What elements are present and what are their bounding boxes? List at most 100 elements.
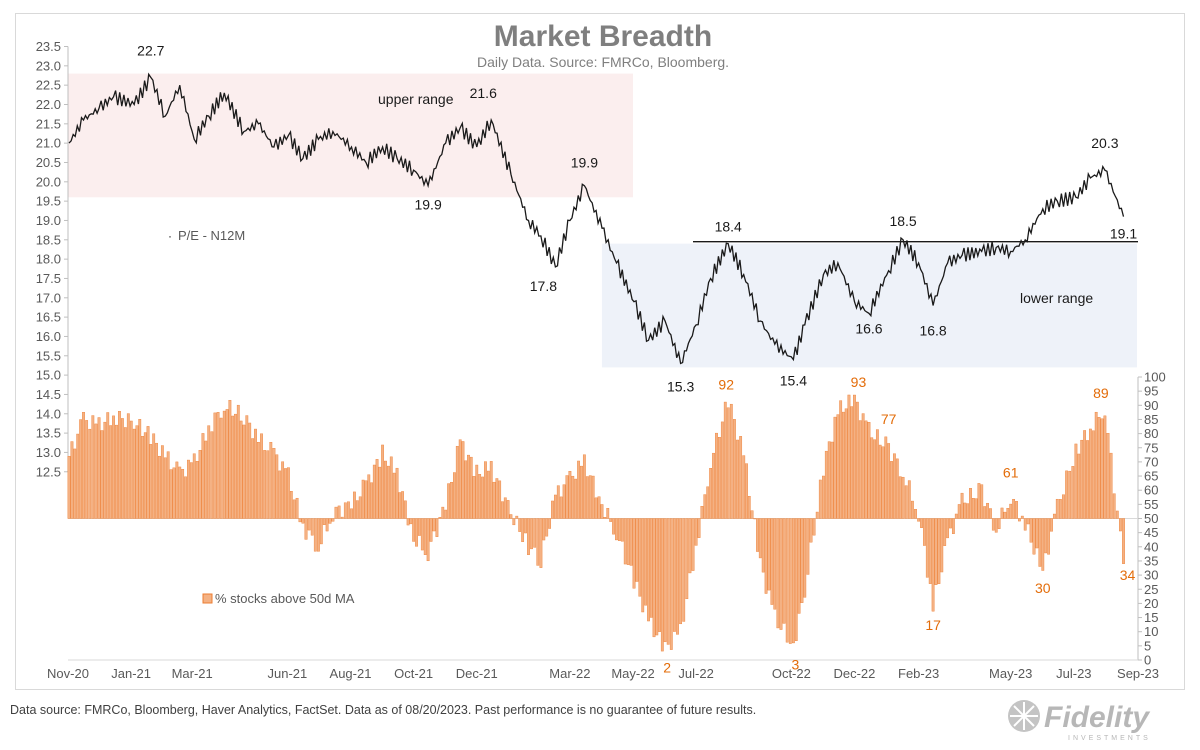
left-axis-tick-20: 13.5 — [36, 426, 61, 441]
breadth-bar-51-3 — [875, 429, 879, 519]
breadth-bar-56-4 — [957, 504, 961, 519]
breadth-bar-3-4 — [123, 427, 127, 519]
breadth-bar-29-0 — [527, 518, 530, 555]
breadth-bar-3-2 — [118, 411, 121, 519]
breadth-bar-17-5 — [347, 501, 350, 519]
breadth-bar-28-1 — [512, 518, 516, 526]
breadth-bar-39-2 — [685, 518, 689, 600]
breadth-bar-53-0 — [901, 476, 905, 519]
breadth-bar-30-0 — [539, 518, 543, 568]
breadth-bar-15-4 — [313, 518, 317, 552]
breadth-bar-51-0 — [867, 422, 871, 519]
left-axis-tick-12: 17.5 — [36, 271, 61, 286]
breadth-bar-37-4 — [658, 518, 661, 632]
breadth-bar-11-0 — [242, 424, 246, 519]
breadth-bar-64-3 — [1083, 430, 1087, 519]
breadth-bar-37-1 — [649, 518, 653, 618]
breadth-bar-21-5 — [409, 518, 413, 525]
breadth-bar-19-2 — [370, 482, 373, 519]
breadth-bar-42-1 — [729, 403, 733, 519]
breadth-bar-0-1 — [70, 441, 74, 519]
breadth-bar-62-3 — [1050, 518, 1053, 532]
x-axis-tick-4: Aug-21 — [330, 666, 372, 681]
pe-legend-label: P/E - N12M — [178, 228, 245, 243]
breadth-bar-50-1 — [855, 401, 859, 519]
breadth-bar-43-2 — [747, 496, 751, 519]
left-axis-tick-0: 23.5 — [36, 39, 61, 54]
breadth-bar-34-0 — [600, 504, 604, 519]
breadth-bar-36-1 — [635, 518, 639, 582]
left-axis-tick-7: 20.0 — [36, 174, 61, 189]
breadth-bar-60-4 — [1020, 515, 1024, 519]
breadth-legend-swatch — [202, 593, 213, 604]
breadth-bar-8-4 — [204, 440, 208, 519]
breadth-bar-29-2 — [533, 518, 537, 548]
breadth-bar-25-5 — [472, 476, 476, 519]
breadth-bar-62-1 — [1044, 518, 1048, 554]
breadth-bar-32-0 — [568, 471, 572, 519]
breadth-annotation-2: 77 — [881, 411, 897, 427]
breadth-bar-11-3 — [251, 438, 255, 519]
breadth-bar-26-3 — [484, 461, 487, 519]
breadth-annotation-9: 34 — [1120, 567, 1136, 583]
left-axis-tick-1: 23.0 — [36, 58, 61, 73]
breadth-bar-0-0 — [67, 456, 71, 519]
breadth-bar-5-4 — [160, 445, 164, 519]
breadth-bar-44-2 — [764, 518, 768, 594]
breadth-bar-49-5 — [850, 406, 854, 519]
breadth-bar-47-3 — [812, 518, 816, 536]
breadth-bar-61-0 — [1023, 518, 1027, 531]
breadth-bar-19-4 — [375, 459, 379, 519]
breadth-bar-27-0 — [489, 461, 493, 519]
x-axis-tick-3: Jun-21 — [268, 666, 308, 681]
breadth-bar-56-1 — [949, 518, 952, 529]
breadth-bar-35-0 — [615, 518, 618, 541]
breadth-bar-11-4 — [254, 428, 257, 519]
breadth-bar-5-2 — [155, 442, 158, 519]
breadth-bar-60-0 — [1009, 503, 1013, 519]
breadth-bar-23-1 — [429, 518, 433, 542]
breadth-bar-24-4 — [455, 445, 459, 519]
breadth-bar-33-4 — [594, 497, 598, 519]
x-axis-tick-2: Mar-21 — [172, 666, 213, 681]
right-axis-tick-1: 95 — [1144, 384, 1158, 399]
breadth-bar-43-0 — [742, 455, 746, 519]
x-axis-tick-8: May-22 — [611, 666, 654, 681]
breadth-bar-27-3 — [498, 480, 502, 519]
breadth-bar-19-5 — [378, 466, 382, 519]
x-axis-tick-9: Jul-22 — [678, 666, 713, 681]
right-axis-tick-16: 20 — [1144, 596, 1158, 611]
breadth-bar-42-2 — [733, 419, 736, 519]
breadth-bar-15-1 — [304, 518, 308, 540]
breadth-annotation-5: 2 — [663, 659, 671, 675]
breadth-bar-46-3 — [800, 518, 804, 603]
breadth-bar-14-3 — [295, 497, 299, 519]
breadth-bar-32-1 — [571, 475, 575, 519]
breadth-bar-46-2 — [797, 518, 801, 614]
breadth-bar-5-0 — [149, 444, 153, 519]
breadth-bar-37-2 — [652, 518, 656, 638]
breadth-bar-51-4 — [878, 444, 882, 519]
left-axis-tick-19: 14.0 — [36, 406, 61, 421]
breadth-bar-43-5 — [756, 518, 759, 552]
breadth-bar-28-2 — [515, 515, 519, 519]
breadth-bar-25-4 — [469, 456, 473, 519]
breadth-bar-38-3 — [673, 518, 676, 632]
breadth-bar-1-0 — [82, 412, 85, 519]
breadth-bar-4-0 — [132, 428, 136, 519]
left-axis-tick-13: 17.0 — [36, 290, 61, 305]
breadth-bar-57-5 — [974, 498, 978, 519]
breadth-bar-40-4 — [706, 486, 710, 519]
breadth-bar-51-5 — [881, 446, 885, 519]
breadth-bar-20-2 — [386, 465, 390, 519]
breadth-annotation-0: 92 — [718, 377, 734, 393]
breadth-bar-66-5 — [1119, 518, 1122, 532]
breadth-bar-10-5 — [236, 404, 240, 519]
breadth-bar-40-1 — [697, 518, 701, 538]
chart-subtitle: Daily Data. Source: FMRCo, Bloomberg. — [477, 54, 729, 70]
x-axis-tick-1: Jan-21 — [111, 666, 151, 681]
breadth-bar-59-1 — [997, 518, 1001, 529]
x-axis-tick-12: Feb-23 — [898, 666, 939, 681]
